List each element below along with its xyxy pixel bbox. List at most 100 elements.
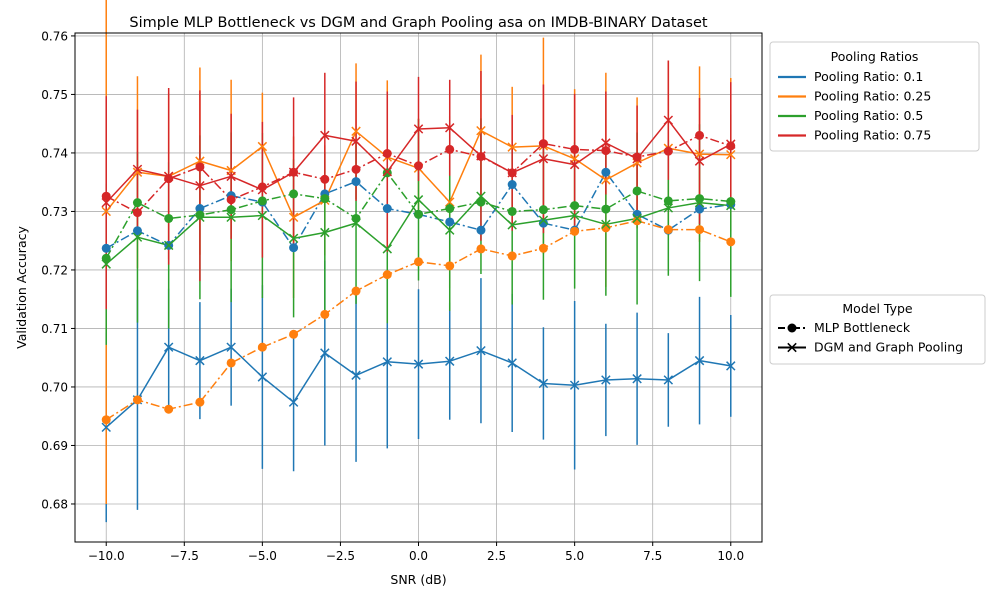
x-axis-label: SNR (dB) [390,572,446,587]
data-point [444,225,455,235]
legend-entry-label: Pooling Ratio: 0.1 [814,69,923,84]
data-point [507,142,517,152]
data-point [320,130,330,141]
x-axis-ticks: −10.0 −7.5 −5.0 −2.5 0.0 2.5 5.0 7.5 10.0 [88,542,744,563]
data-point [257,185,268,195]
data-point [101,206,111,217]
x-tick-label: 10.0 [717,549,744,563]
data-point [445,217,455,227]
legend-box [769,41,980,152]
data-point [601,146,611,156]
data-point [507,220,517,230]
data-point [382,244,393,254]
data-point [445,204,455,214]
data-point [570,144,580,154]
data-point [351,126,361,137]
data-point [476,225,486,235]
data-point [695,130,705,140]
data-point [570,201,580,211]
data-point [226,342,236,352]
data-point [101,415,111,425]
legend-pooling-ratios: Pooling Ratios Pooling Ratio: 0.1 Pooling… [769,41,980,152]
series-line [105,172,731,259]
data-point [414,257,423,267]
y-tick-label: 0.68 [41,497,68,511]
data-point [632,216,642,226]
data-point [601,204,611,214]
data-point [632,374,642,384]
data-point [257,182,267,192]
data-point [663,196,673,206]
data-point [195,397,205,407]
data-point [507,358,517,368]
data-point [444,197,455,207]
data-point [226,212,236,223]
x-tick-label: −2.5 [326,549,355,563]
data-point [195,355,205,366]
data-point [601,167,611,177]
data-point [694,197,705,208]
data-point [601,375,611,385]
chart-title: Simple MLP Bottleneck vs DGM and Graph P… [129,15,707,31]
data-point [507,168,517,178]
data-point [413,195,424,205]
data-point [444,123,455,133]
data-point [382,270,392,280]
data-point [538,218,548,228]
data-point [288,167,299,177]
data-point [538,215,549,225]
y-tick-label: 0.76 [41,29,68,43]
series-markers [101,115,736,433]
data-point [351,213,361,223]
legend-entry-label: Pooling Ratio: 0.5 [814,108,923,123]
data-point [413,359,424,369]
data-point [476,244,486,254]
data-point [632,186,642,196]
data-point [694,156,705,166]
data-point [351,218,361,228]
data-point [601,175,611,185]
data-point [101,422,111,433]
data-point [164,404,174,414]
data-point [726,149,736,160]
data-point [601,138,611,148]
y-axis-ticks: 0.68 0.69 0.70 0.71 0.72 0.73 0.74 0.75 0.76 [41,29,75,511]
data-point [226,195,236,205]
legend-model-type: Model Type MLP Bottleneck DGM and Graph P… [769,294,986,365]
data-point [257,196,267,206]
data-point [507,206,517,216]
data-point [413,124,424,134]
data-point [288,233,299,244]
data-point [538,378,549,389]
legend-entry-label: MLP Bottleneck [814,320,911,335]
data-point [164,174,174,184]
y-tick-label: 0.75 [41,88,68,102]
data-point [476,151,486,161]
data-point [445,261,455,271]
data-point [320,348,330,358]
data-point [632,152,642,162]
data-point [132,164,143,175]
legend-entry-label: Pooling Ratio: 0.25 [814,89,931,104]
data-point [195,210,205,220]
data-point [351,370,361,380]
y-tick-label: 0.71 [41,322,68,336]
data-point [132,395,142,405]
data-point [132,226,142,236]
data-point [101,253,111,263]
data-point [663,203,674,213]
data-point [695,204,705,214]
data-point [507,180,517,190]
data-point [289,189,299,199]
x-tick-label: 0.0 [409,549,428,563]
x-tick-label: 2.5 [487,549,506,563]
data-point [694,355,705,366]
y-axis-label: Validation Accuracy [14,226,29,349]
data-point [538,243,548,253]
data-point [320,174,330,184]
data-point [226,171,236,182]
data-point [382,204,392,214]
data-point [601,219,611,230]
y-tick-label: 0.69 [41,439,68,453]
